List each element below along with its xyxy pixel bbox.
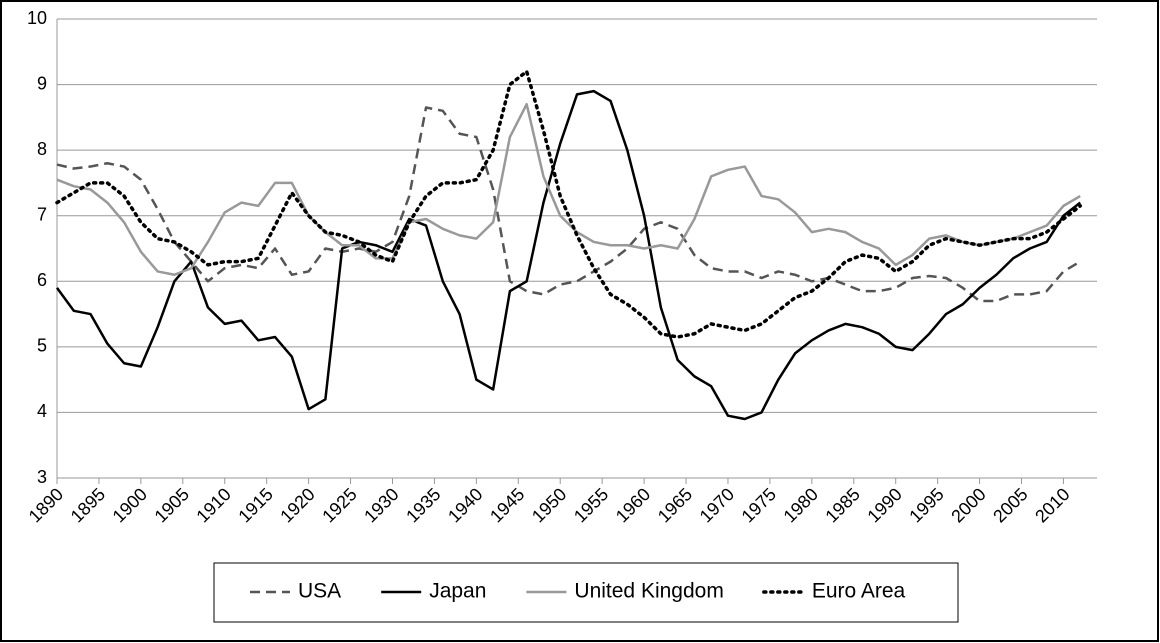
y-tick-label: 10 xyxy=(27,8,47,28)
y-tick-label: 9 xyxy=(37,73,47,93)
y-tick-label: 4 xyxy=(37,401,47,421)
series-line xyxy=(55,69,1082,339)
legend-label: Japan xyxy=(429,580,486,603)
series-line xyxy=(55,89,1081,421)
legend-label: United Kingdom xyxy=(574,580,723,603)
legend-box xyxy=(213,562,959,623)
y-tick-label: 7 xyxy=(37,204,47,224)
y-tick-label: 6 xyxy=(37,270,47,290)
series-line xyxy=(56,106,1081,303)
y-tick-label: 8 xyxy=(37,139,47,159)
y-tick-label: 3 xyxy=(37,467,47,487)
legend-label: USA xyxy=(298,580,341,603)
legend-label: Euro Area xyxy=(812,580,906,603)
y-tick-label: 5 xyxy=(37,336,47,356)
series-line xyxy=(56,102,1081,276)
